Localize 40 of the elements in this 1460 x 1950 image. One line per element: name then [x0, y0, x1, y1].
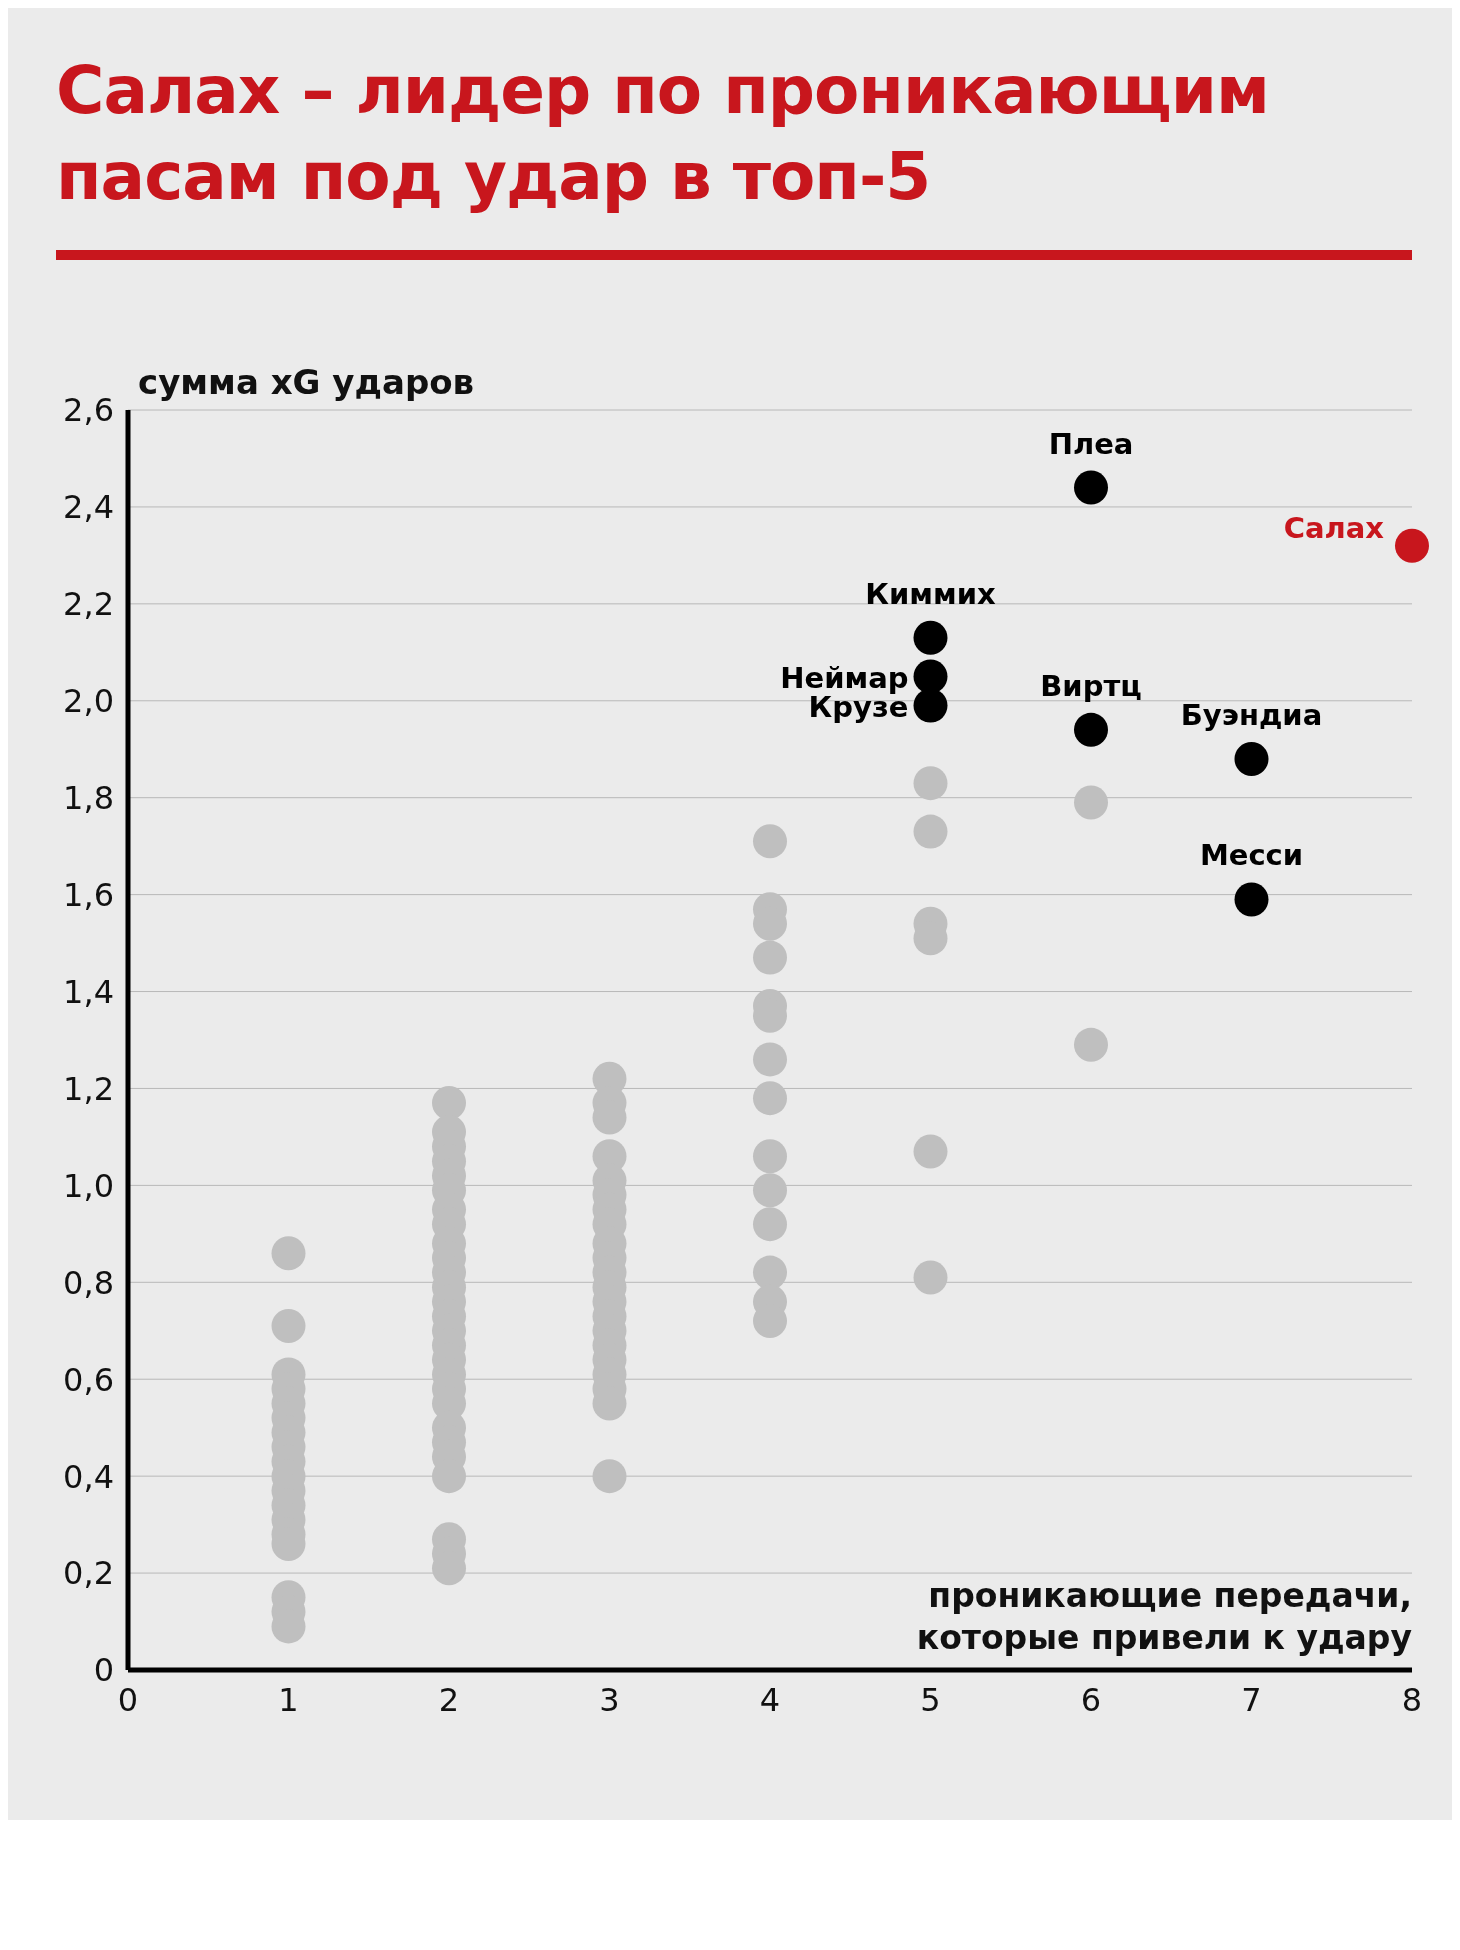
chart-title: Салах – лидер по проникающим пасам под удар в топ-5 — [56, 51, 1270, 217]
y-tick-label: 0 — [93, 1650, 114, 1689]
x-tick-label: 4 — [759, 1680, 781, 1719]
y-tick-label: 2,2 — [63, 584, 114, 623]
point — [1234, 882, 1269, 917]
y-tick-label: 0,6 — [63, 1360, 114, 1399]
x-axis-title: проникающие передачи, которые привели к удару — [916, 1574, 1412, 1660]
point — [1074, 712, 1108, 747]
series-label: Месси — [1199, 838, 1304, 873]
x-tick-label: 7 — [1241, 1680, 1262, 1719]
point — [913, 688, 948, 723]
y-tick-label: 1,4 — [63, 972, 114, 1011]
y-tick-label: 0,2 — [63, 1554, 114, 1593]
series-label: Плеа — [1048, 426, 1134, 461]
y-tick-label: 2,6 — [63, 390, 114, 429]
x-tick-label: 2 — [438, 1680, 460, 1719]
y-tick-label: 2,4 — [63, 487, 114, 526]
x-tick-label: 5 — [920, 1680, 941, 1719]
x-tick-label: 8 — [1401, 1680, 1423, 1719]
series-label: Виртц — [1040, 668, 1142, 703]
point — [913, 659, 948, 694]
x-tick-label: 6 — [1080, 1680, 1102, 1719]
point — [1395, 528, 1429, 563]
series-label: Киммих — [865, 576, 997, 611]
y-tick-label: 1,6 — [63, 875, 114, 914]
y-tick-label: 0,8 — [63, 1263, 114, 1302]
y-tick-label: 0,4 — [63, 1457, 114, 1496]
series-label: Салах — [1283, 510, 1385, 545]
series-label: Буэндиа — [1180, 697, 1323, 732]
x-tick-label: 0 — [117, 1680, 139, 1719]
point — [913, 620, 948, 655]
y-axis-title: сумма xG ударов — [138, 361, 475, 402]
x-tick-label: 3 — [599, 1680, 620, 1719]
x-tick-label: 1 — [278, 1680, 299, 1719]
point — [1074, 470, 1108, 505]
y-tick-label: 1,2 — [63, 1069, 114, 1108]
y-tick-label: 1,8 — [63, 778, 114, 817]
point — [1234, 741, 1269, 776]
y-tick-label: 2,0 — [63, 681, 114, 720]
y-tick-label: 1,0 — [63, 1166, 114, 1205]
